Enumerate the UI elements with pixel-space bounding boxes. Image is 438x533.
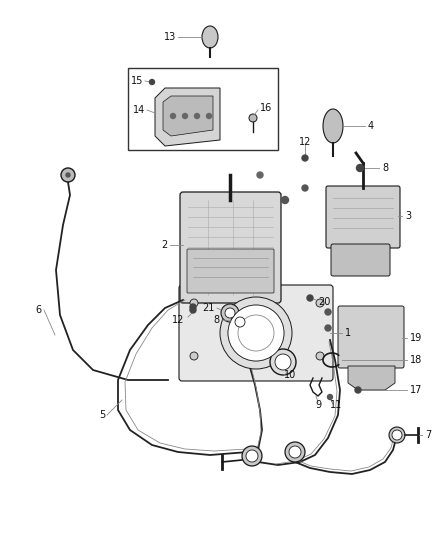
Text: 7: 7 [425,430,431,440]
Circle shape [282,197,289,204]
Text: 4: 4 [368,121,374,131]
Text: 5: 5 [99,410,105,420]
Text: 20: 20 [318,297,330,307]
FancyBboxPatch shape [326,186,400,248]
Circle shape [235,317,245,327]
Text: 19: 19 [410,333,422,343]
Circle shape [225,308,235,318]
Circle shape [190,352,198,360]
Circle shape [325,309,331,315]
Circle shape [257,172,263,178]
Text: 17: 17 [410,385,422,395]
Text: 6: 6 [36,305,42,315]
Circle shape [275,354,291,370]
Text: 12: 12 [172,315,184,325]
Circle shape [231,313,249,331]
Text: 11: 11 [330,400,342,410]
Bar [128,68,278,150]
Text: 21: 21 [203,303,215,313]
Circle shape [316,299,324,307]
Text: 12: 12 [299,137,311,147]
FancyBboxPatch shape [187,249,274,293]
Text: 18: 18 [410,355,422,365]
Circle shape [389,427,405,443]
Circle shape [228,305,284,361]
Text: 3: 3 [405,211,411,221]
Circle shape [357,165,364,172]
Circle shape [285,442,305,462]
Text: 10: 10 [284,370,296,380]
Ellipse shape [323,109,343,143]
Circle shape [392,430,402,440]
Circle shape [206,114,212,118]
Text: 8: 8 [214,315,220,325]
Circle shape [190,304,196,310]
FancyBboxPatch shape [180,192,281,303]
Circle shape [238,315,274,351]
Circle shape [355,387,361,393]
Polygon shape [155,88,220,146]
Circle shape [190,299,198,307]
Circle shape [149,79,155,85]
Circle shape [190,307,196,313]
Circle shape [170,114,176,118]
Text: 13: 13 [164,32,176,42]
Text: 8: 8 [382,163,388,173]
Circle shape [307,295,313,301]
Circle shape [249,114,257,122]
Circle shape [61,168,75,182]
Text: 14: 14 [133,105,145,115]
Text: 16: 16 [260,103,272,113]
Circle shape [228,305,284,361]
Polygon shape [348,366,395,390]
Circle shape [325,325,331,331]
FancyBboxPatch shape [331,244,390,276]
Ellipse shape [202,26,218,48]
Text: 1: 1 [345,328,351,338]
Text: 2: 2 [162,240,168,250]
Circle shape [183,114,187,118]
Circle shape [316,352,324,360]
Circle shape [242,446,262,466]
Circle shape [289,446,301,458]
Circle shape [221,304,239,322]
FancyBboxPatch shape [338,306,404,368]
FancyBboxPatch shape [179,285,333,381]
Circle shape [220,297,292,369]
Circle shape [328,394,332,400]
Polygon shape [163,96,213,136]
Circle shape [66,173,70,177]
Circle shape [194,114,199,118]
Circle shape [302,185,308,191]
Circle shape [246,450,258,462]
Text: 9: 9 [315,400,321,410]
Circle shape [270,349,296,375]
Circle shape [302,155,308,161]
Text: 15: 15 [131,76,143,86]
